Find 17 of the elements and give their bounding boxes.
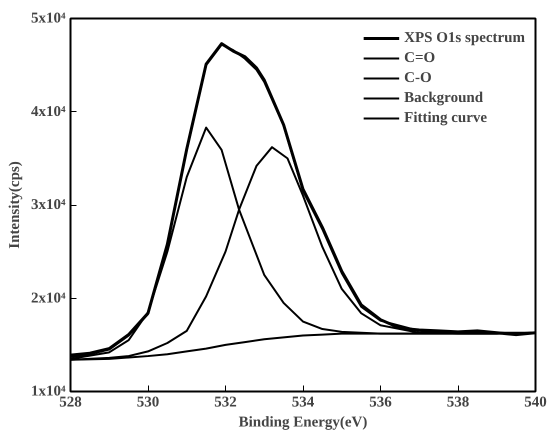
legend-label: C=O <box>404 49 436 67</box>
x-tick-label: 534 <box>292 394 315 410</box>
x-tick-label: 538 <box>446 394 470 410</box>
x-tick-label: 540 <box>524 394 547 410</box>
legend-label: XPS O1s spectrum <box>404 29 525 47</box>
x-tick-label: 536 <box>369 394 392 410</box>
legend-label: Background <box>404 89 484 107</box>
y-tick-label: 2x10⁴ <box>31 290 66 306</box>
x-axis-title: Binding Energy(eV) <box>238 414 368 430</box>
x-tick-label: 532 <box>214 394 237 410</box>
y-tick-label: 5x10⁴ <box>31 10 66 26</box>
x-tick-label: 530 <box>136 394 160 410</box>
legend-label: Fitting curve <box>404 109 488 127</box>
y-tick-label: 4x10⁴ <box>31 104 66 120</box>
y-tick-label: 3x10⁴ <box>31 197 66 213</box>
y-axis-title: Intensity(cps) <box>7 161 24 249</box>
legend-label: C-O <box>404 69 432 87</box>
